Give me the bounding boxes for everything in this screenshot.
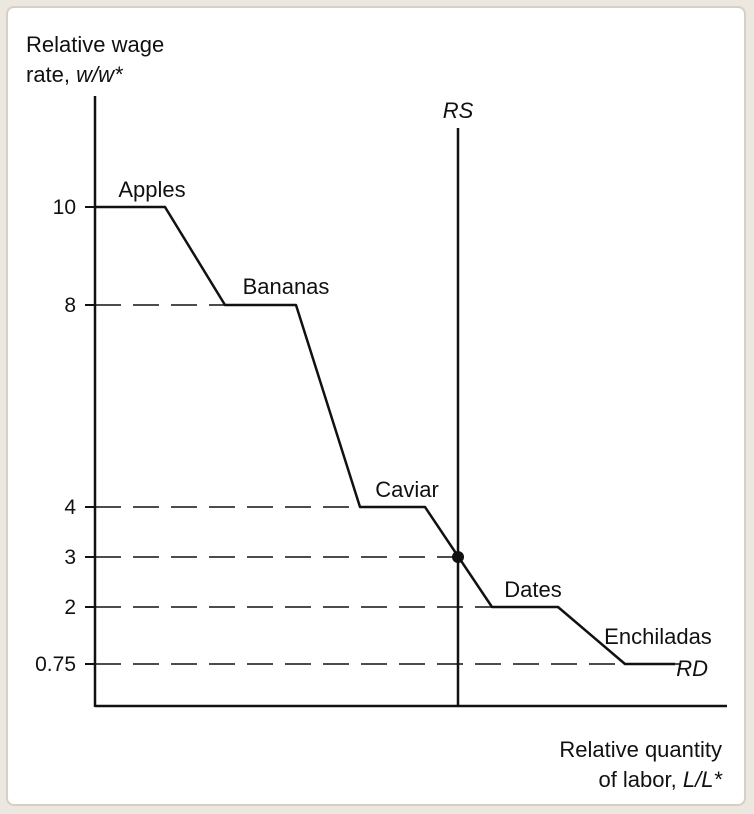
y-axis-label-prefix: rate,	[26, 62, 76, 87]
good-labels: Apples Bananas Caviar Dates Enchiladas	[118, 177, 711, 649]
good-label-caviar: Caviar	[375, 477, 439, 502]
y-tick-labels: 10 8 4 3 2 0.75	[35, 196, 95, 676]
y-tick-label: 4	[64, 496, 76, 519]
good-label-dates: Dates	[504, 577, 561, 602]
x-axis-label-variable: L/L*	[683, 767, 724, 792]
x-axis-label-prefix: of labor,	[598, 767, 682, 792]
figure-frame	[6, 6, 746, 806]
y-axis-label-line1: Relative wage	[26, 32, 164, 57]
rs-label: RS	[443, 98, 474, 123]
y-tick-label: 2	[64, 596, 76, 619]
x-axis-label-line2: of labor, L/L*	[598, 767, 723, 792]
good-label-apples: Apples	[118, 177, 185, 202]
y-axis-label-variable: w/w*	[76, 62, 124, 87]
y-tick-label: 8	[64, 294, 76, 317]
y-axis-label-line2: rate, w/w*	[26, 62, 124, 87]
dashed-guides	[95, 304, 680, 665]
rd-demand-curve	[95, 205, 675, 666]
rd-label: RD	[676, 656, 708, 681]
equilibrium-point	[452, 551, 464, 563]
x-axis-label-line1: Relative quantity	[559, 737, 722, 762]
y-tick-label: 0.75	[35, 653, 76, 676]
good-label-enchiladas: Enchiladas	[604, 624, 712, 649]
y-tick-label: 3	[64, 546, 76, 569]
y-tick-label: 10	[53, 196, 76, 219]
good-label-bananas: Bananas	[243, 274, 330, 299]
